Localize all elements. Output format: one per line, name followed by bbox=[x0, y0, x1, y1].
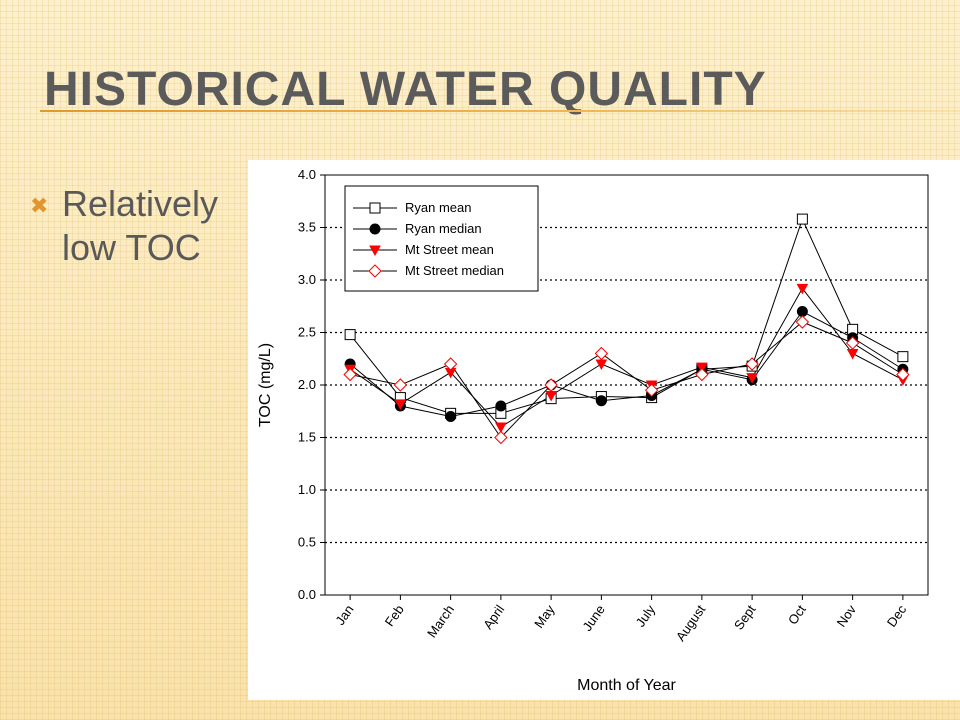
y-tick-label: 0.0 bbox=[298, 587, 316, 602]
data-point bbox=[796, 213, 808, 225]
x-tick-label: Dec bbox=[884, 602, 910, 630]
x-tick-label: May bbox=[531, 602, 558, 631]
x-tick-label: April bbox=[480, 602, 507, 632]
series-line bbox=[349, 217, 904, 414]
x-tick-label: March bbox=[424, 602, 457, 640]
data-point bbox=[595, 395, 607, 407]
data-point bbox=[644, 383, 659, 397]
bullet-text: Relatively low TOC bbox=[62, 183, 219, 268]
slide-title: Historical Water Quality bbox=[44, 63, 767, 116]
y-tick-label: 2.0 bbox=[298, 377, 316, 392]
x-tick-label: July bbox=[633, 602, 659, 630]
y-tick-label: 3.0 bbox=[298, 272, 316, 287]
series-line bbox=[350, 321, 904, 439]
data-point bbox=[495, 422, 507, 434]
y-tick-label: 4.0 bbox=[298, 167, 316, 182]
legend-label: Mt Street median bbox=[405, 263, 504, 278]
legend-label: Ryan median bbox=[405, 221, 482, 236]
data-point bbox=[796, 283, 809, 295]
data-point bbox=[845, 336, 860, 350]
x-tick-label: June bbox=[579, 602, 607, 634]
data-point bbox=[495, 400, 507, 412]
data-point bbox=[494, 430, 508, 445]
x-tick-label: Oct bbox=[785, 602, 809, 627]
series-line bbox=[349, 287, 904, 428]
y-axis-title: TOC (mg/L) bbox=[257, 343, 274, 427]
data-point bbox=[745, 357, 759, 371]
data-point bbox=[796, 306, 808, 317]
legend-label: Mt Street mean bbox=[405, 242, 494, 257]
data-point bbox=[896, 367, 910, 382]
data-point bbox=[696, 362, 708, 374]
y-tick-label: 1.0 bbox=[298, 482, 316, 497]
data-point bbox=[443, 357, 458, 371]
x-tick-label: Sept bbox=[731, 602, 759, 633]
y-tick-label: 0.5 bbox=[298, 535, 316, 550]
y-tick-label: 1.5 bbox=[298, 430, 316, 445]
y-tick-label: 3.5 bbox=[298, 220, 316, 235]
toc-chart: 0.0 0.5 1.0 1.5 2.0 2.5 3.0 3.5 4.0 Jan Feb March Ap… bbox=[257, 167, 929, 694]
legend-label: Ryan mean bbox=[405, 200, 471, 215]
x-tick-label: August bbox=[673, 602, 709, 644]
data-point bbox=[544, 378, 558, 392]
data-point bbox=[897, 351, 909, 363]
x-tick-label: Jan bbox=[332, 602, 356, 628]
x-axis-title: Month of Year bbox=[577, 677, 676, 694]
data-point bbox=[394, 399, 407, 410]
y-tick-label: 2.5 bbox=[298, 325, 316, 340]
legend-marker bbox=[368, 264, 382, 278]
data-point bbox=[795, 315, 810, 329]
x-tick-label: Nov bbox=[834, 602, 860, 630]
x-tick-label: Feb bbox=[382, 602, 407, 629]
legend-marker bbox=[369, 202, 381, 214]
data-point bbox=[695, 367, 709, 382]
legend-marker bbox=[369, 245, 381, 257]
series-line bbox=[349, 310, 904, 418]
data-point bbox=[344, 329, 356, 341]
data-point bbox=[445, 411, 457, 422]
data-point bbox=[393, 378, 408, 392]
title-underline bbox=[40, 110, 960, 112]
data-point bbox=[594, 346, 609, 361]
x-bullet-icon: ✖ bbox=[30, 193, 49, 218]
legend-marker bbox=[369, 223, 381, 235]
data-point bbox=[746, 373, 758, 384]
chart-card: 0.0 0.5 1.0 1.5 2.0 2.5 3.0 3.5 4.0 Jan Feb March Ap… bbox=[248, 160, 960, 700]
data-point bbox=[343, 367, 357, 382]
